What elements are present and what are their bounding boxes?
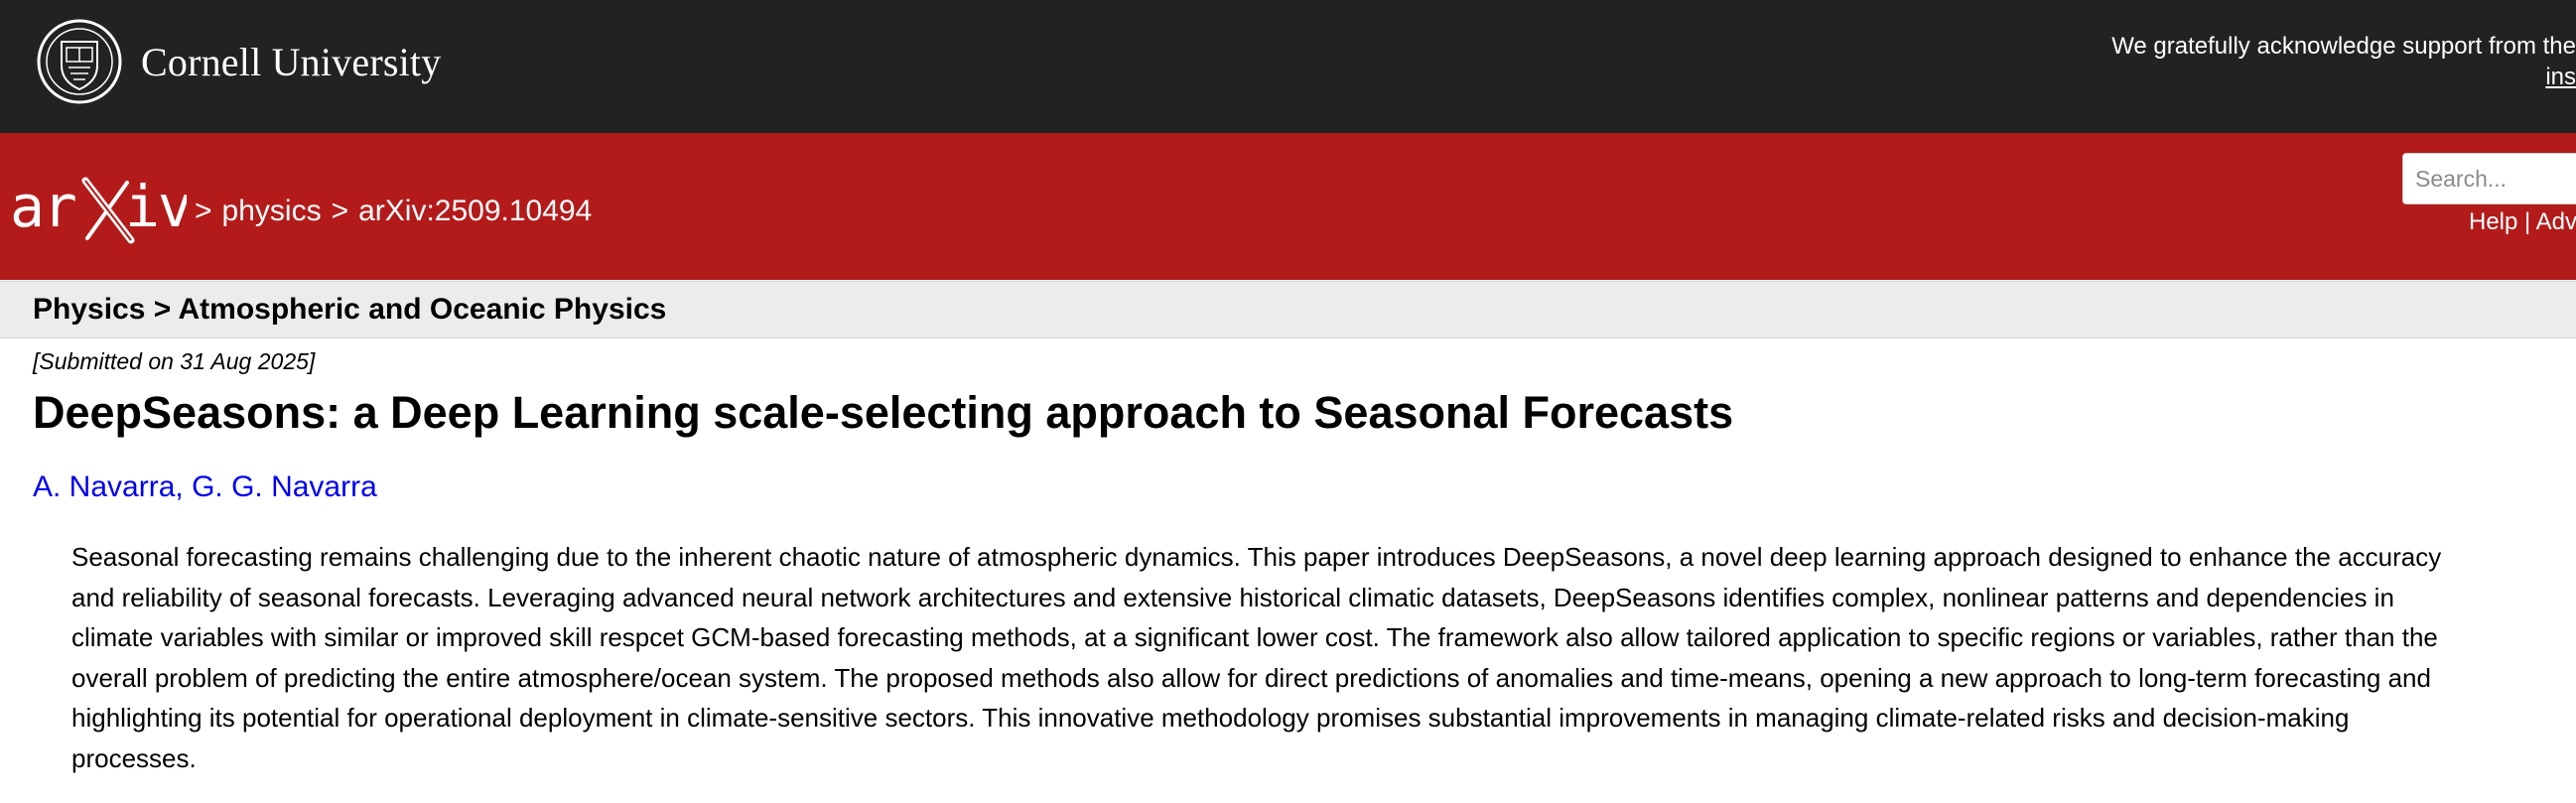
cornell-seal-icon [37,19,122,104]
support-acknowledgement: We gratefully acknowledge support from t… [2060,33,2576,91]
subject-subheader: Physics > Atmospheric and Oceanic Physic… [0,281,2576,338]
breadcrumb-category-link[interactable]: physics [221,195,322,227]
cornell-banner: Cornell University We gratefully acknowl… [0,0,2576,133]
author-list: A. Navarra, G. G. Navarra [33,470,377,504]
author-separator: , [175,470,193,503]
advanced-search-link[interactable]: Adva [2535,208,2576,235]
author-link[interactable]: A. Navarra [33,470,176,503]
search-input[interactable]: Search... [2402,153,2576,204]
header-links: Help | Adva [2469,208,2576,236]
arxiv-logo-icon[interactable]: ar iv [10,175,187,244]
paper-title: DeepSeasons: a Deep Learning scale-selec… [33,387,1734,438]
breadcrumb-separator: > [331,195,349,227]
submission-date: [Submitted on 31 Aug 2025] [33,348,316,374]
author-link[interactable]: G. G. Navarra [192,470,377,503]
link-divider: | [2524,208,2531,235]
svg-text:iv: iv [125,175,187,240]
cornell-name: Cornell University [141,39,442,84]
subject-title: Physics > Atmospheric and Oceanic Physic… [33,293,667,326]
ack-link[interactable]: ins [2545,64,2576,90]
arxiv-header: ar iv > physics > arXiv:2509.10494 Searc… [0,133,2576,280]
svg-text:ar: ar [10,175,75,240]
cornell-logo-link[interactable]: Cornell University [36,18,441,105]
help-link[interactable]: Help [2469,208,2518,235]
abstract: Seasonal forecasting remains challenging… [71,542,2442,773]
breadcrumb-paper-id: arXiv:2509.10494 [358,195,593,227]
breadcrumb-separator: > [195,195,212,227]
breadcrumb: > physics > arXiv:2509.10494 [195,195,592,228]
ack-text: We gratefully acknowledge support from t… [2111,33,2576,60]
